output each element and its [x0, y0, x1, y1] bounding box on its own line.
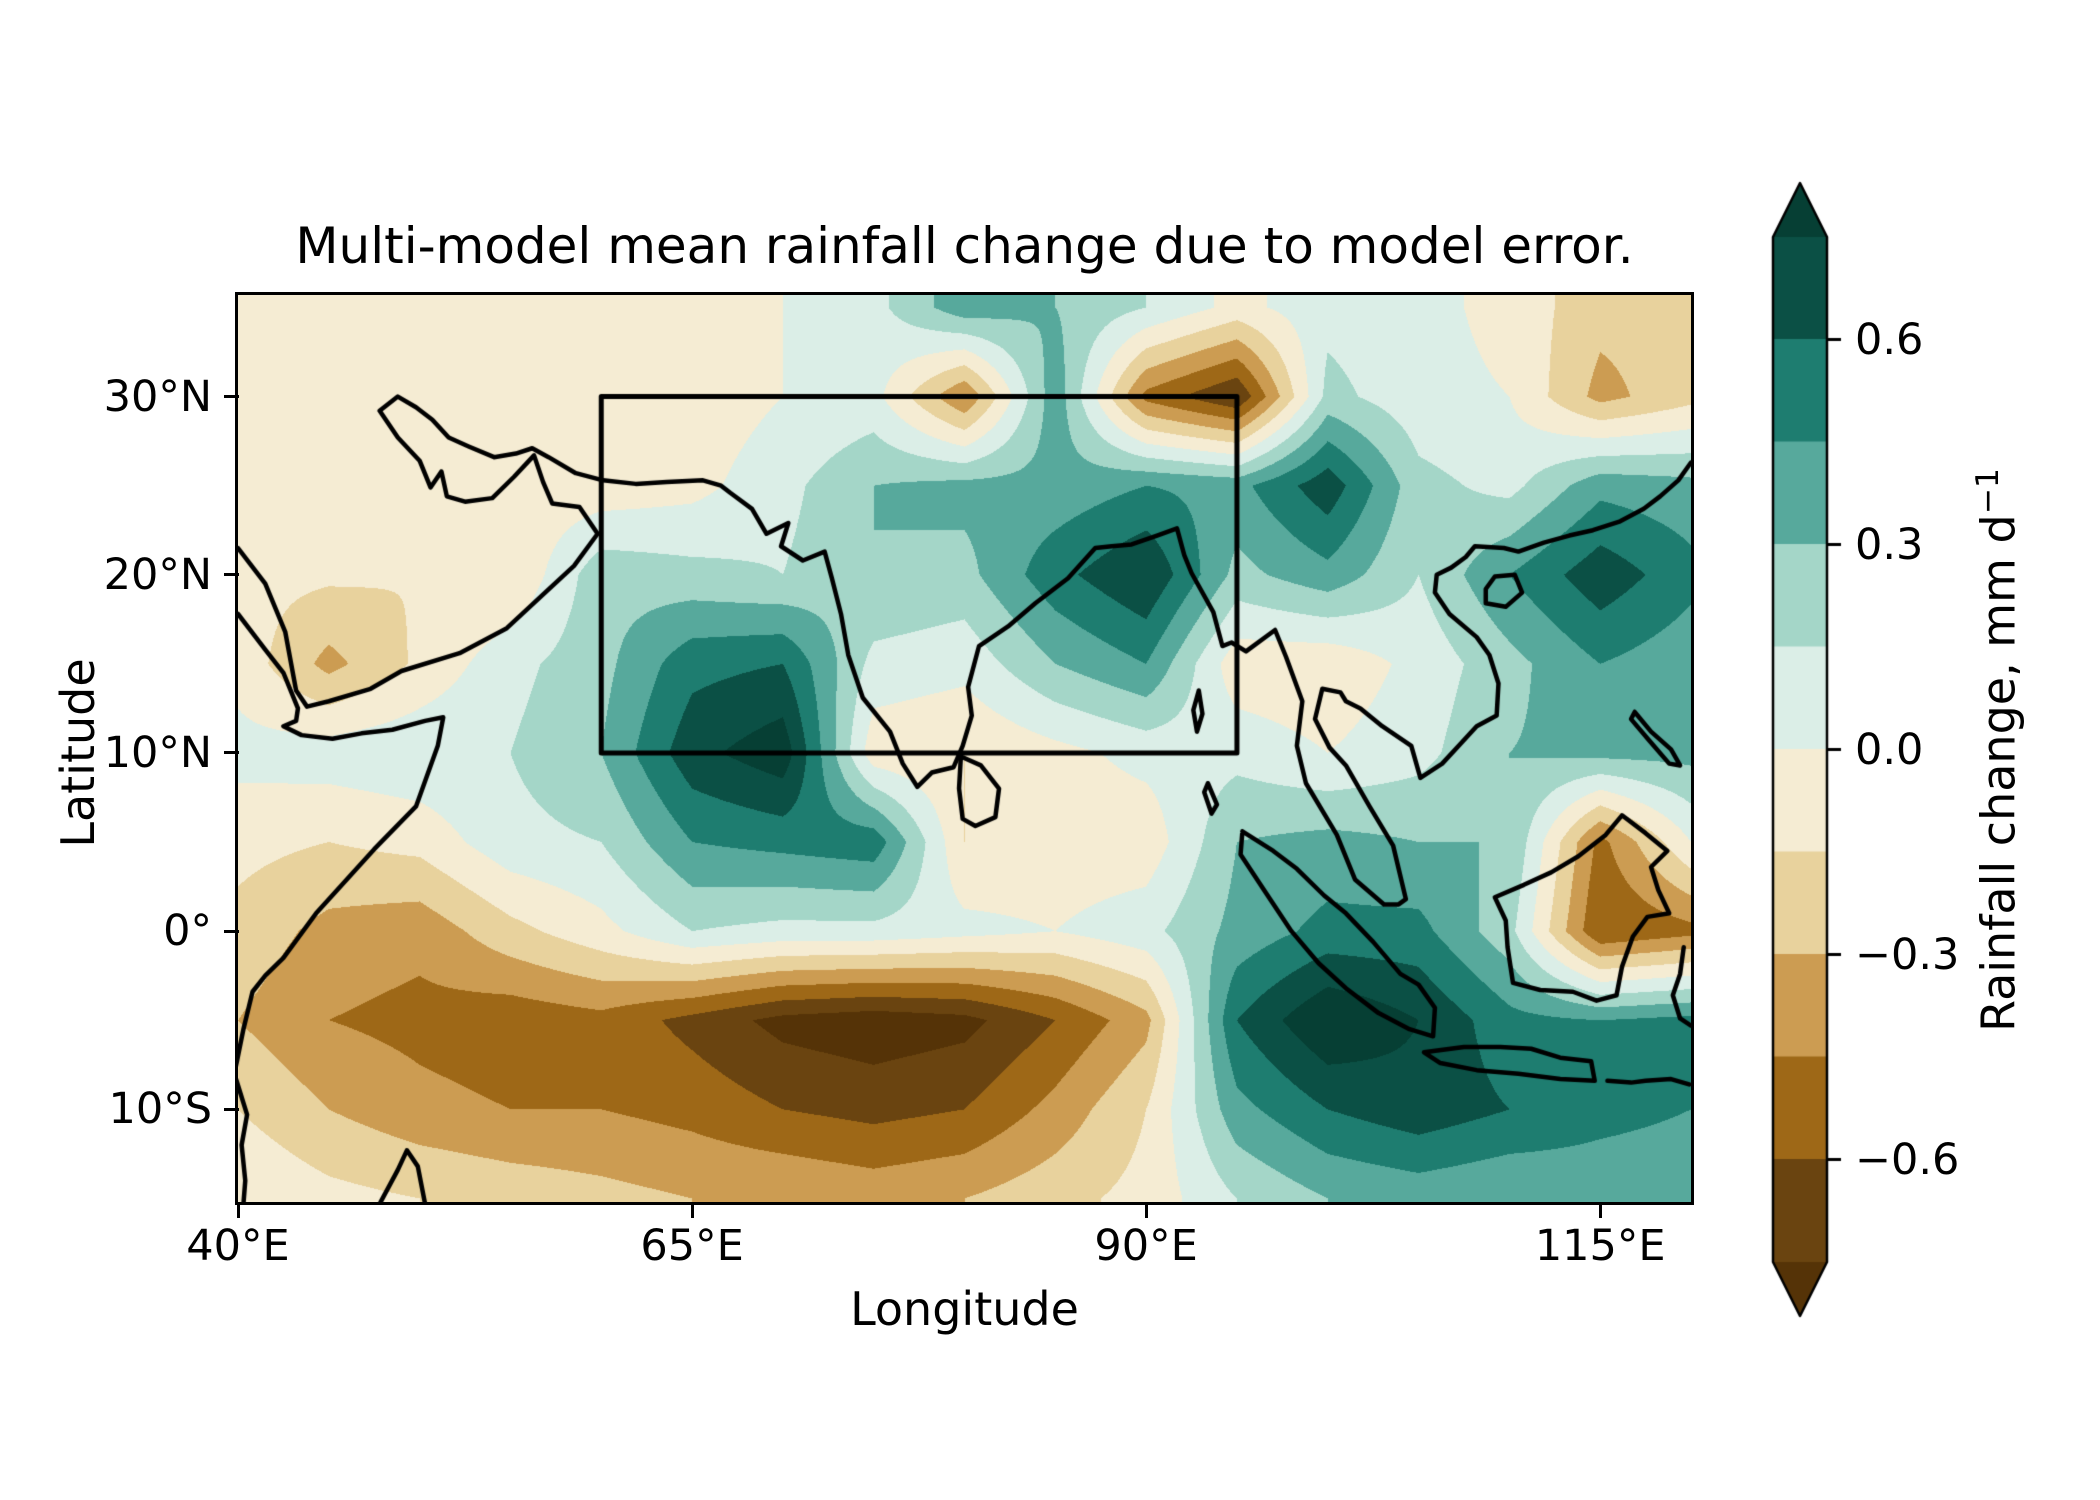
y-tick-label: 30°N	[103, 371, 212, 422]
x-tick-mark	[1598, 1203, 1602, 1218]
x-tick-label: 115°E	[1534, 1221, 1666, 1271]
colorbar	[1740, 160, 1960, 1360]
study-region-box	[601, 397, 1237, 753]
x-tick-label: 65°E	[640, 1221, 744, 1271]
x-tick-label: 40°E	[186, 1221, 290, 1271]
rainfall-contour-map	[238, 295, 1691, 1202]
y-tick-mark	[224, 751, 239, 755]
y-tick-mark	[224, 395, 239, 399]
colorbar-tick-label: 0.0	[1855, 724, 1924, 775]
colorbar-label-exponent: −1	[1970, 468, 2006, 515]
y-tick-mark	[224, 929, 239, 933]
figure-title: Multi-model mean rainfall change due to …	[295, 217, 1634, 275]
colorbar-tick-label: 0.6	[1855, 314, 1924, 365]
y-tick-label: 10°S	[108, 1084, 212, 1135]
y-tick-mark	[224, 1107, 239, 1111]
colorbar-axis-label: Rainfall change, mm d−1	[1970, 460, 2025, 1040]
colorbar-tick-label: 0.3	[1855, 519, 1924, 570]
y-tick-label: 20°N	[103, 549, 212, 600]
x-tick-mark	[1144, 1203, 1148, 1218]
x-axis-label: Longitude	[850, 1282, 1079, 1336]
colorbar-tick-label: −0.3	[1855, 929, 1960, 980]
x-tick-mark	[236, 1203, 240, 1218]
y-tick-label: 0°	[163, 906, 212, 957]
x-tick-mark	[690, 1203, 694, 1218]
x-tick-label: 90°E	[1094, 1221, 1198, 1271]
map-plot-area	[235, 292, 1694, 1205]
colorbar-label-text: Rainfall change, mm d	[1971, 514, 2026, 1032]
y-tick-label: 10°N	[103, 727, 212, 778]
y-axis-label: Latitude	[51, 658, 105, 848]
y-tick-mark	[224, 573, 239, 577]
colorbar-tick-label: −0.6	[1855, 1134, 1960, 1185]
